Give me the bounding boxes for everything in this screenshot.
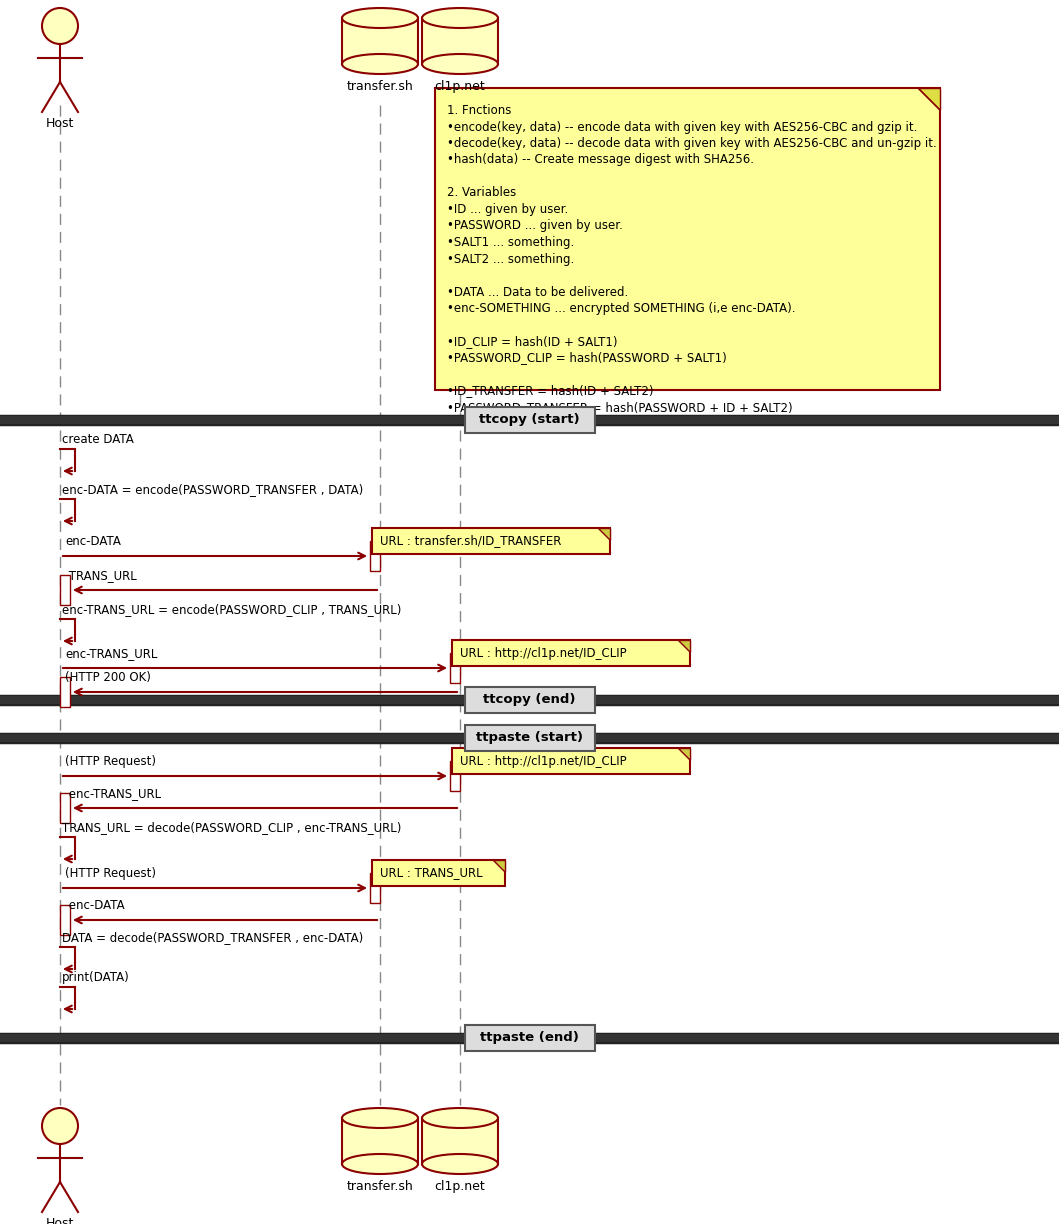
Text: enc-DATA: enc-DATA [65,535,121,548]
Text: •PASSWORD_CLIP = hash(PASSWORD + SALT1): •PASSWORD_CLIP = hash(PASSWORD + SALT1) [447,351,726,365]
Text: URL : TRANS_URL: URL : TRANS_URL [380,867,483,880]
Bar [0,1034,1059,1042]
Text: 1. Fnctions: 1. Fnctions [447,104,511,118]
Text: •decode(key, data) -- decode data with given key with AES256-CBC and un-gzip it.: •decode(key, data) -- decode data with g… [447,137,937,151]
Bar [452,640,689,666]
Bar [60,575,70,605]
Text: transfer.sh: transfer.sh [346,1180,413,1193]
Text: enc-TRANS_URL = encode(PASSWORD_CLIP , TRANS_URL): enc-TRANS_URL = encode(PASSWORD_CLIP , T… [62,603,401,616]
Text: URL : http://cl1p.net/ID_CLIP: URL : http://cl1p.net/ID_CLIP [460,754,627,767]
Ellipse shape [421,1154,498,1174]
Text: •ID ... given by user.: •ID ... given by user. [447,203,569,215]
Text: •SALT2 ... something.: •SALT2 ... something. [447,252,574,266]
Text: ttcopy (start): ttcopy (start) [479,414,580,426]
Text: •PASSWORD ... given by user.: •PASSWORD ... given by user. [447,219,623,233]
Bar [450,761,460,791]
Text: print(DATA): print(DATA) [62,971,130,984]
Bar [342,18,418,64]
Text: URL : transfer.sh/ID_TRANSFER: URL : transfer.sh/ID_TRANSFER [380,535,561,547]
Text: ttpaste (start): ttpaste (start) [475,732,584,744]
Bar [60,677,70,707]
Bar [372,528,610,554]
Ellipse shape [421,54,498,73]
Bar [465,687,594,714]
Bar [465,725,594,752]
Text: •DATA ... Data to be delivered.: •DATA ... Data to be delivered. [447,285,628,299]
Text: •ID_CLIP = hash(ID + SALT1): •ID_CLIP = hash(ID + SALT1) [447,335,617,348]
Ellipse shape [342,54,418,73]
Polygon shape [678,748,689,760]
Circle shape [42,1108,78,1144]
Text: •hash(data) -- Create message digest with SHA256.: •hash(data) -- Create message digest wit… [447,153,754,166]
Text: enc-DATA = encode(PASSWORD_TRANSFER , DATA): enc-DATA = encode(PASSWORD_TRANSFER , DA… [62,483,363,496]
Ellipse shape [342,1108,418,1129]
Polygon shape [597,528,610,540]
Bar [0,696,1059,704]
Text: •ID_TRANSFER = hash(ID + SALT2): •ID_TRANSFER = hash(ID + SALT2) [447,384,653,398]
Polygon shape [918,88,940,110]
Text: •enc-SOMETHING ... encrypted SOMETHING (i,e enc-DATA).: •enc-SOMETHING ... encrypted SOMETHING (… [447,302,795,315]
Text: Host: Host [46,1217,74,1224]
Bar [421,1118,498,1164]
Text: •encode(key, data) -- encode data with given key with AES256-CBC and gzip it.: •encode(key, data) -- encode data with g… [447,120,917,133]
Bar [452,748,689,774]
Text: transfer.sh: transfer.sh [346,80,413,93]
Text: •PASSWORD_TRANSFER = hash(PASSWORD + ID + SALT2): •PASSWORD_TRANSFER = hash(PASSWORD + ID … [447,401,792,414]
Ellipse shape [421,1108,498,1129]
Text: Host: Host [46,118,74,130]
Text: TRANS_URL: TRANS_URL [65,569,137,581]
Text: 2. Variables: 2. Variables [447,186,516,200]
Text: (HTTP Request): (HTTP Request) [65,755,156,767]
Bar [0,734,1059,742]
Text: •SALT1 ... something.: •SALT1 ... something. [447,236,574,248]
Text: enc-TRANS_URL: enc-TRANS_URL [65,647,158,660]
Text: create DATA: create DATA [62,433,133,446]
Text: cl1p.net: cl1p.net [434,80,485,93]
Text: (HTTP Request): (HTTP Request) [65,867,156,880]
Text: URL : http://cl1p.net/ID_CLIP: URL : http://cl1p.net/ID_CLIP [460,646,627,660]
Circle shape [42,9,78,44]
Text: ttcopy (end): ttcopy (end) [483,694,576,706]
Polygon shape [492,860,504,871]
Text: enc-DATA: enc-DATA [65,898,125,912]
Text: DATA = decode(PASSWORD_TRANSFER , enc-DATA): DATA = decode(PASSWORD_TRANSFER , enc-DA… [62,931,363,944]
Bar [435,88,940,390]
Ellipse shape [342,9,418,28]
Ellipse shape [342,1154,418,1174]
Bar [372,860,504,886]
Bar [0,416,1059,424]
Bar [421,18,498,64]
Bar [370,873,380,903]
Ellipse shape [421,9,498,28]
Text: TRANS_URL = decode(PASSWORD_CLIP , enc-TRANS_URL): TRANS_URL = decode(PASSWORD_CLIP , enc-T… [62,821,401,834]
Text: enc-TRANS_URL: enc-TRANS_URL [65,787,161,800]
Bar [60,905,70,935]
Text: ttpaste (end): ttpaste (end) [480,1032,579,1044]
Text: cl1p.net: cl1p.net [434,1180,485,1193]
Bar [465,408,594,433]
Text: (HTTP 200 OK): (HTTP 200 OK) [65,671,150,684]
Bar [370,541,380,572]
Bar [465,1024,594,1051]
Bar [60,793,70,823]
Bar [450,652,460,683]
Polygon shape [678,640,689,652]
Bar [342,1118,418,1164]
